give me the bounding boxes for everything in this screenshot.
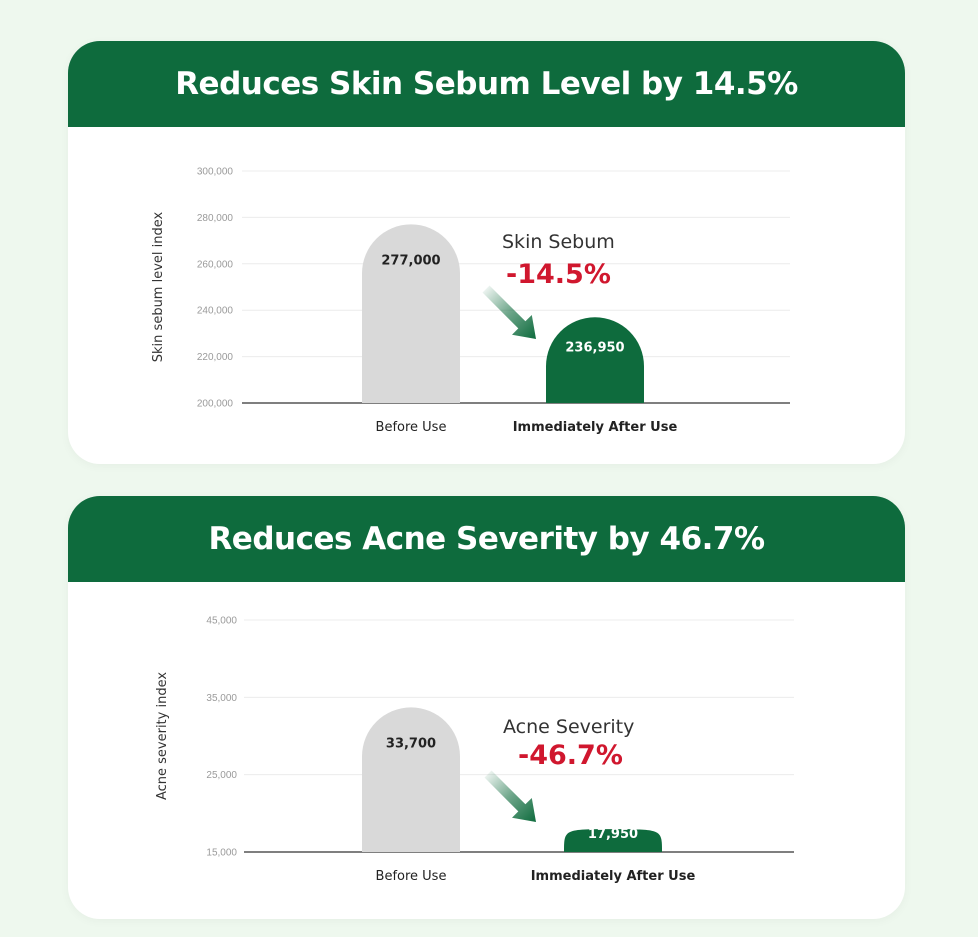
acne-bar-before <box>362 707 460 852</box>
sebum-card-header: Reduces Skin Sebum Level by 14.5% <box>68 41 905 127</box>
acne-chart-title: Reduces Acne Severity by 46.7% <box>208 521 765 557</box>
acne-y-tick-label: 35,000 <box>206 693 237 704</box>
sebum-bar-after <box>546 317 644 403</box>
sebum-y-axis-title: Skin sebum level index <box>151 211 166 362</box>
acne-card: Reduces Acne Severity by 46.7% 45,000 35,… <box>68 496 905 919</box>
sebum-y-tick-label: 240,000 <box>197 306 234 317</box>
sebum-y-tick-label: 200,000 <box>197 399 234 410</box>
sebum-bar-before <box>362 224 460 403</box>
sebum-decrease-arrow-icon <box>482 285 536 339</box>
acne-decrease-arrow-icon <box>484 770 536 822</box>
sebum-annotation-label: Skin Sebum <box>502 231 615 253</box>
acne-bar-after <box>564 829 662 852</box>
acne-data-label-before: 33,700 <box>386 736 436 751</box>
sebum-y-tick-label: 300,000 <box>197 167 234 178</box>
sebum-y-tick-label: 280,000 <box>197 213 234 224</box>
sebum-data-label-before: 277,000 <box>381 253 440 268</box>
acne-category-label-after: Immediately After Use <box>531 869 696 884</box>
acne-card-header: Reduces Acne Severity by 46.7% <box>68 496 905 582</box>
sebum-category-label-after: Immediately After Use <box>513 420 678 435</box>
acne-annotation-change: -46.7% <box>518 740 623 771</box>
acne-y-tick-label: 25,000 <box>206 770 237 781</box>
acne-y-axis-title: Acne severity index <box>155 672 170 800</box>
sebum-annotation-change: -14.5% <box>506 259 611 290</box>
acne-annotation-label: Acne Severity <box>503 716 634 738</box>
sebum-category-label-before: Before Use <box>376 420 447 435</box>
acne-data-label-after: 17,950 <box>588 827 638 842</box>
sebum-card: Reduces Skin Sebum Level by 14.5% 300,00… <box>68 41 905 464</box>
acne-category-label-before: Before Use <box>376 869 447 884</box>
sebum-chart: 300,000 280,000 260,000 240,000 220,000 200,0… <box>151 167 790 435</box>
sebum-y-tick-label: 260,000 <box>197 259 234 270</box>
acne-y-tick-label: 15,000 <box>206 848 237 859</box>
sebum-chart-title: Reduces Skin Sebum Level by 14.5% <box>175 66 798 102</box>
acne-chart: 45,000 35,000 25,000 15,000 Acne severity in… <box>155 616 794 884</box>
sebum-data-label-after: 236,950 <box>565 341 624 356</box>
acne-y-tick-label: 45,000 <box>206 616 237 627</box>
sebum-y-tick-label: 220,000 <box>197 352 234 363</box>
